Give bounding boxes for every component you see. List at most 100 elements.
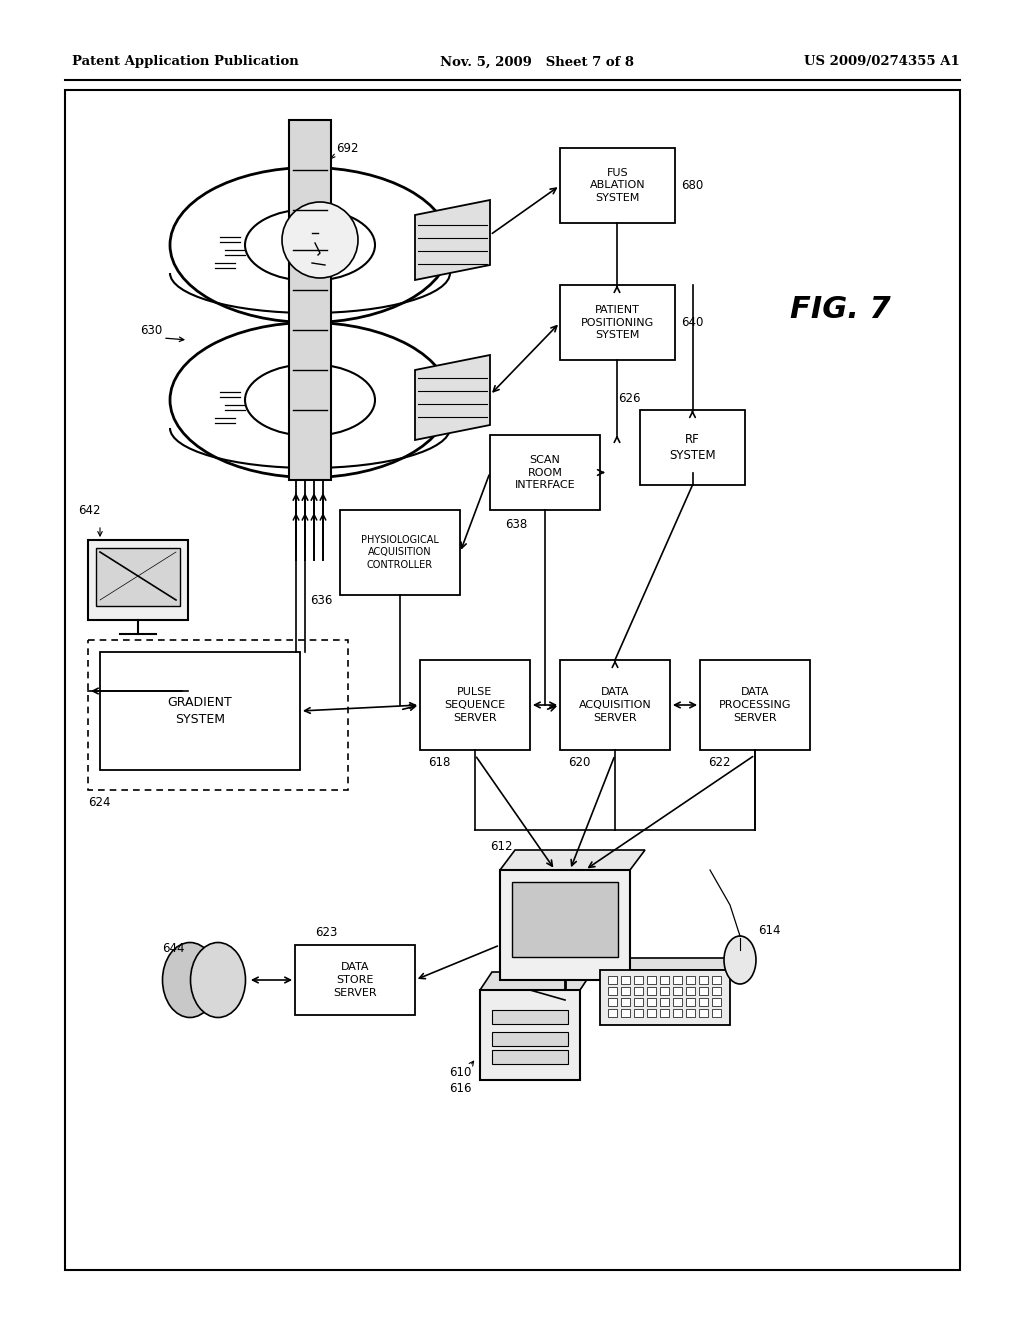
Bar — [699, 1008, 708, 1016]
Bar — [621, 987, 630, 995]
Bar — [647, 1008, 656, 1016]
Ellipse shape — [245, 209, 375, 281]
Ellipse shape — [163, 942, 217, 1018]
Text: 623: 623 — [315, 927, 337, 940]
Text: PULSE
SEQUENCE
SERVER: PULSE SEQUENCE SERVER — [444, 688, 506, 723]
Text: DATA
PROCESSING
SERVER: DATA PROCESSING SERVER — [719, 688, 792, 723]
Bar — [699, 975, 708, 983]
Bar — [673, 987, 682, 995]
Text: 612: 612 — [490, 840, 512, 853]
Bar — [621, 1008, 630, 1016]
Bar — [600, 970, 730, 1026]
Polygon shape — [480, 972, 592, 990]
Bar — [65, 90, 961, 1270]
Polygon shape — [600, 958, 740, 970]
Text: PATIENT
POSITIONING
SYSTEM: PATIENT POSITIONING SYSTEM — [581, 305, 654, 341]
Bar — [673, 975, 682, 983]
Text: FIG. 7: FIG. 7 — [790, 296, 891, 325]
Text: 644: 644 — [162, 941, 184, 954]
Bar — [340, 510, 460, 595]
Bar — [608, 1008, 617, 1016]
Text: GRADIENT
SYSTEM: GRADIENT SYSTEM — [168, 696, 232, 726]
Bar — [660, 975, 669, 983]
Polygon shape — [500, 850, 645, 870]
Text: 616: 616 — [449, 1081, 471, 1094]
Ellipse shape — [190, 942, 246, 1018]
Text: 618: 618 — [428, 755, 451, 768]
Bar — [712, 998, 721, 1006]
Circle shape — [282, 202, 358, 279]
Text: Patent Application Publication: Patent Application Publication — [72, 55, 299, 69]
Text: PHYSIOLOGICAL
ACQUISITION
CONTROLLER: PHYSIOLOGICAL ACQUISITION CONTROLLER — [361, 535, 439, 570]
Bar — [100, 652, 300, 770]
Bar — [492, 1032, 568, 1045]
Bar — [686, 1008, 695, 1016]
Bar — [420, 660, 530, 750]
Text: 630: 630 — [140, 323, 162, 337]
Bar — [621, 998, 630, 1006]
Bar — [560, 285, 675, 360]
Bar — [289, 120, 331, 480]
Text: 610: 610 — [449, 1065, 471, 1078]
Polygon shape — [415, 201, 490, 280]
Bar — [634, 987, 643, 995]
Ellipse shape — [724, 936, 756, 983]
Polygon shape — [415, 355, 490, 440]
Bar — [699, 998, 708, 1006]
Bar — [512, 882, 618, 957]
Text: 624: 624 — [88, 796, 111, 808]
Text: 626: 626 — [618, 392, 640, 404]
Text: 692: 692 — [336, 141, 358, 154]
Bar — [480, 990, 580, 1080]
Bar — [560, 148, 675, 223]
Bar — [295, 945, 415, 1015]
Bar — [492, 1010, 568, 1024]
Bar — [500, 870, 630, 979]
Bar — [88, 540, 188, 620]
Text: 620: 620 — [568, 755, 591, 768]
Bar — [634, 975, 643, 983]
Bar — [560, 660, 670, 750]
Bar — [608, 998, 617, 1006]
Bar — [686, 975, 695, 983]
Text: 614: 614 — [758, 924, 780, 936]
Bar — [686, 998, 695, 1006]
Text: DATA
ACQUISITION
SERVER: DATA ACQUISITION SERVER — [579, 688, 651, 723]
Bar — [673, 1008, 682, 1016]
Text: FUS
ABLATION
SYSTEM: FUS ABLATION SYSTEM — [590, 168, 645, 203]
Bar — [699, 987, 708, 995]
Bar — [490, 436, 600, 510]
Bar — [647, 998, 656, 1006]
Text: 622: 622 — [708, 755, 730, 768]
Bar — [647, 987, 656, 995]
Bar — [660, 1008, 669, 1016]
Bar — [634, 1008, 643, 1016]
Text: 638: 638 — [505, 517, 527, 531]
Text: 690: 690 — [338, 513, 360, 527]
Bar — [634, 998, 643, 1006]
Bar — [608, 975, 617, 983]
Text: 642: 642 — [78, 503, 100, 516]
Bar — [712, 1008, 721, 1016]
Bar — [686, 987, 695, 995]
Text: 640: 640 — [681, 315, 703, 329]
Bar — [700, 660, 810, 750]
Bar — [673, 998, 682, 1006]
Text: US 2009/0274355 A1: US 2009/0274355 A1 — [804, 55, 961, 69]
Text: RF
SYSTEM: RF SYSTEM — [670, 433, 716, 462]
Bar — [96, 548, 180, 606]
Bar — [88, 640, 348, 789]
Text: SCAN
ROOM
INTERFACE: SCAN ROOM INTERFACE — [515, 454, 575, 490]
Text: 680: 680 — [681, 180, 703, 191]
Text: Nov. 5, 2009   Sheet 7 of 8: Nov. 5, 2009 Sheet 7 of 8 — [440, 55, 634, 69]
Bar — [660, 987, 669, 995]
Bar — [608, 987, 617, 995]
Bar — [640, 411, 745, 484]
Bar — [647, 975, 656, 983]
Bar — [492, 1049, 568, 1064]
Text: DATA
STORE
SERVER: DATA STORE SERVER — [333, 962, 377, 998]
Bar — [712, 987, 721, 995]
Bar — [712, 975, 721, 983]
Ellipse shape — [245, 364, 375, 436]
Bar — [660, 998, 669, 1006]
